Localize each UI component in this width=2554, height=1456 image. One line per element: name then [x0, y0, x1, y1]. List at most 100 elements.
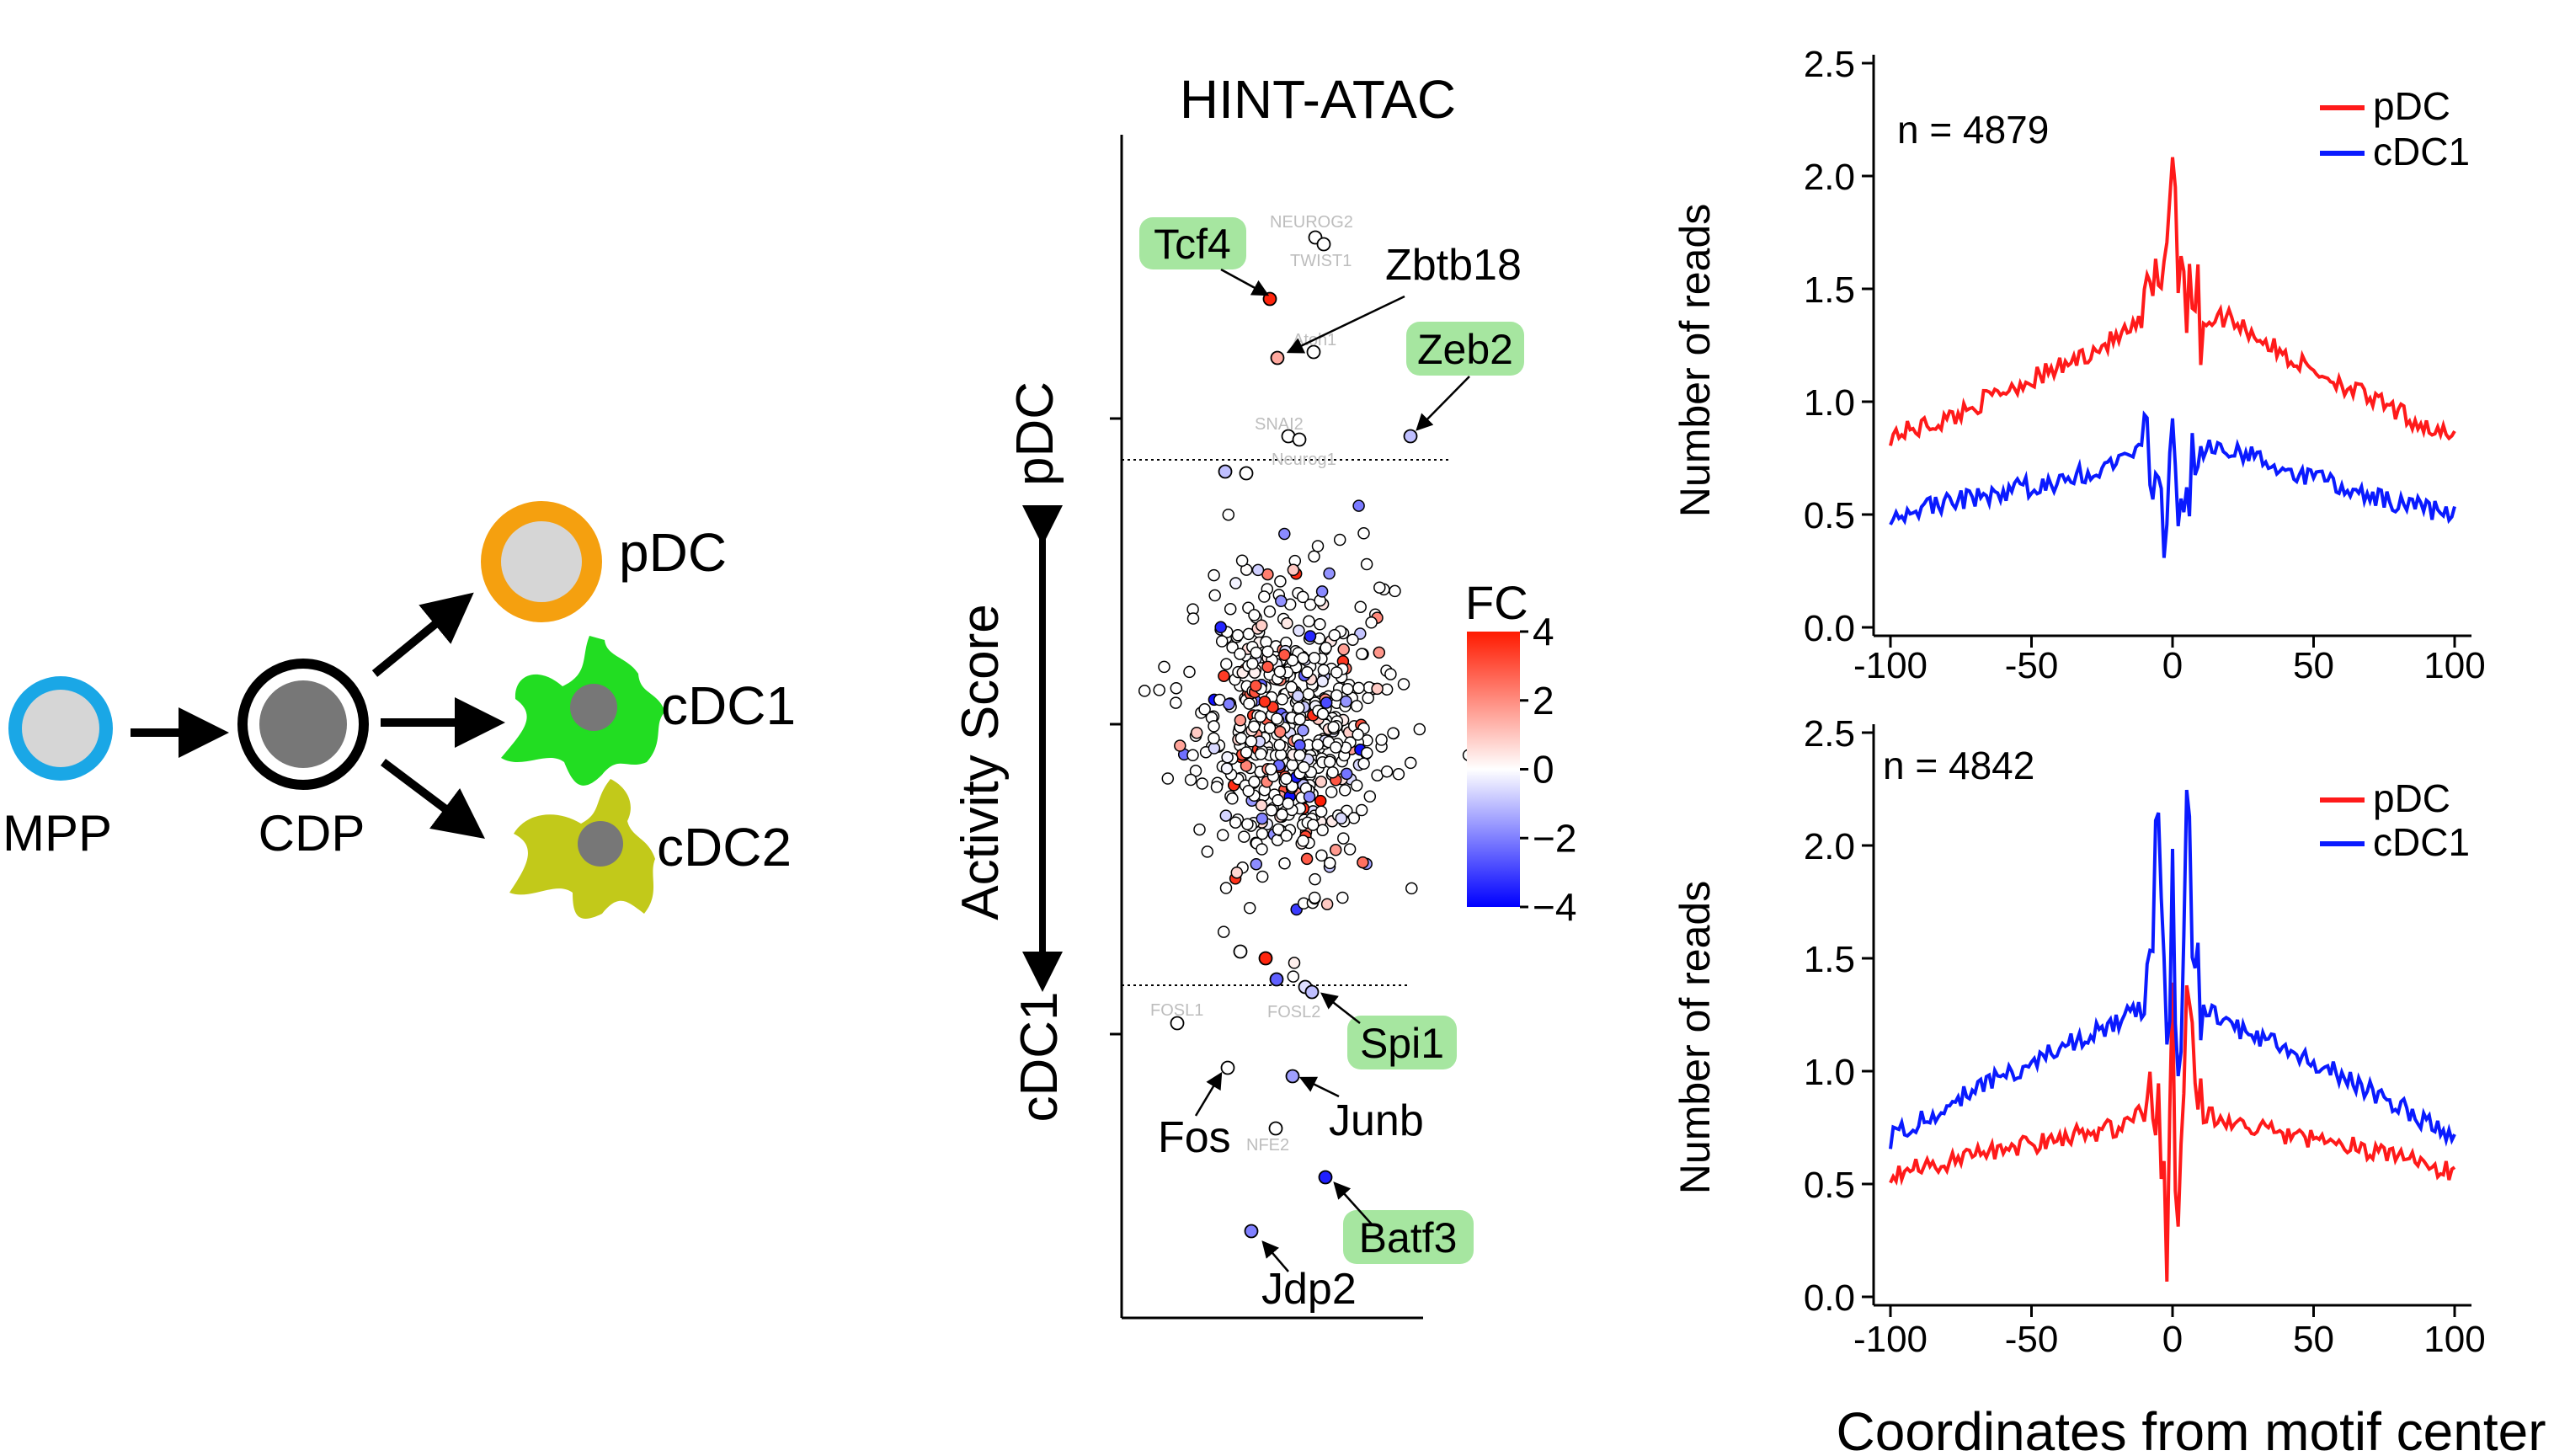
scatter-point — [1328, 628, 1341, 642]
x-tick-label: -50 — [2005, 1319, 2059, 1360]
series-line-pdc — [1889, 157, 2456, 446]
scatter-point — [1293, 624, 1305, 637]
scatter-point — [1161, 772, 1175, 785]
scatter-point — [1350, 700, 1363, 712]
scatter-point — [1316, 675, 1329, 688]
colorbar — [1467, 632, 1520, 907]
x-tick-label: 100 — [2423, 1319, 2485, 1360]
legend-pdc-label: pDC — [2373, 84, 2450, 128]
scatter-point — [1198, 703, 1211, 716]
scatter-point — [1238, 830, 1250, 843]
scatter-point — [1174, 739, 1186, 752]
scatter-point — [1338, 784, 1352, 797]
scatter-point-labeled — [1292, 432, 1307, 447]
label-zbtb18: Zbtb18 — [1385, 241, 1522, 290]
faint-label-nfe2: NFE2 — [1246, 1136, 1289, 1155]
y-tick-label: 2.5 — [1804, 44, 1855, 85]
scatter-point-labeled — [1306, 344, 1321, 360]
scatter-point-labeled — [1270, 350, 1285, 365]
pointer-spi1 — [1320, 992, 1361, 1024]
scatter-point — [1190, 726, 1203, 739]
colorbar-tick-label: 2 — [1533, 679, 1554, 723]
x-tick-label: 50 — [2293, 645, 2334, 686]
scatter-point — [1158, 660, 1170, 674]
cdc2-cell — [509, 779, 655, 919]
scatter-point — [1320, 696, 1333, 709]
scatter-point — [1314, 805, 1328, 818]
scatter-point — [1293, 701, 1305, 714]
scatter-point — [1314, 618, 1326, 631]
scatter-point — [1352, 681, 1365, 695]
series-line-cdc1 — [1889, 410, 2456, 558]
scatter-point — [1196, 777, 1208, 790]
scatter-point — [1243, 902, 1256, 915]
label-spi1: Spi1 — [1347, 1016, 1457, 1069]
y-tick-label: 0.5 — [1804, 495, 1855, 536]
scatter-point — [1323, 755, 1336, 768]
scatter-point — [1308, 652, 1321, 664]
scatter-point — [1220, 658, 1233, 670]
faint-label-fosl1: FOSL1 — [1150, 1001, 1203, 1020]
y-tick-label: 0.0 — [1804, 608, 1855, 649]
scatter-point — [1309, 872, 1321, 886]
svg-text:Zeb2: Zeb2 — [1417, 326, 1513, 373]
scatter-point-labeled — [1239, 466, 1254, 481]
cdc1-label: cDC1 — [661, 675, 796, 736]
profile-charts: Number of reads Number of reads Coordina… — [1672, 44, 2546, 1456]
pdc-label: pDC — [619, 522, 727, 583]
mpp-label: MPP — [3, 805, 112, 861]
scatter-point — [1255, 799, 1268, 812]
scatter-point — [1254, 710, 1267, 723]
label-tcf4: Tcf4 — [1139, 217, 1246, 269]
scatter-point — [1256, 827, 1269, 840]
scatter-point-labeled — [1220, 1060, 1235, 1075]
scatter-point — [1293, 712, 1306, 726]
scatter-point-labeled — [1170, 1016, 1185, 1031]
scatter-point — [1330, 741, 1342, 754]
scatter-point — [1219, 882, 1233, 894]
faint-label-neurog1: Neurog1 — [1272, 451, 1336, 469]
scatter-point-labeled — [1262, 291, 1277, 307]
series-line-pdc — [1889, 982, 2456, 1282]
scatter-point — [1350, 779, 1363, 792]
scatter-point — [1208, 742, 1221, 755]
scatter-point — [1352, 728, 1364, 741]
scatter-point — [1170, 696, 1182, 709]
scatter-point — [1273, 739, 1286, 751]
scatter-point — [1297, 835, 1309, 847]
scatter-point — [1243, 697, 1256, 710]
label-junb: Junb — [1329, 1096, 1424, 1145]
bottom-n-label: n = 4842 — [1883, 744, 2034, 787]
scatter-point — [1389, 584, 1401, 598]
scatter-point — [1241, 818, 1254, 830]
x-tick-label: -50 — [2005, 645, 2059, 686]
scatter-point — [1365, 616, 1378, 629]
scatter-point — [1276, 693, 1288, 706]
scatter-point — [1329, 844, 1342, 856]
scatter-point — [1357, 856, 1369, 869]
scatter-point — [1235, 554, 1249, 568]
faint-label-snai2: SNAI2 — [1255, 415, 1304, 434]
scatter-point — [1258, 695, 1272, 708]
scatter-point — [1278, 857, 1291, 870]
scatter-point — [1343, 843, 1357, 856]
y-tick-label: 2.0 — [1804, 826, 1855, 867]
pdc-cell — [481, 501, 602, 622]
label-batf3: Batf3 — [1343, 1210, 1474, 1264]
cdp-label: CDP — [259, 805, 365, 861]
cdc2-label: cDC2 — [657, 817, 792, 877]
scatter-point-labeled — [1244, 1224, 1259, 1239]
scatter-point — [1250, 680, 1262, 692]
scatter-point — [1273, 725, 1287, 739]
scatter-point — [1311, 540, 1325, 552]
scatter-point — [1323, 567, 1336, 580]
scatter-point — [1287, 970, 1300, 983]
scatter-point — [1216, 829, 1229, 841]
scatter-point — [1297, 652, 1309, 664]
scatter-point — [1280, 829, 1293, 842]
scatter-point — [1324, 856, 1336, 870]
scatter-point — [1208, 720, 1220, 733]
scatter-point — [1273, 665, 1287, 678]
scatter-point — [1314, 794, 1327, 808]
scatter-point — [1327, 721, 1340, 733]
